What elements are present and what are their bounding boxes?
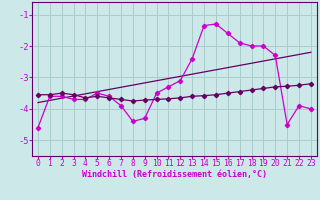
X-axis label: Windchill (Refroidissement éolien,°C): Windchill (Refroidissement éolien,°C) <box>82 170 267 179</box>
